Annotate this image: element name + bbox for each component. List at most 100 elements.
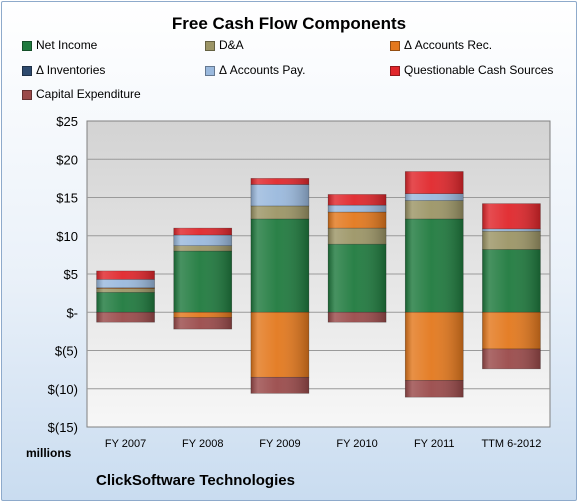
bar-shading <box>250 312 309 378</box>
y-tick-label: $25 <box>56 114 78 129</box>
bar-shading <box>250 184 309 206</box>
bar-shading <box>328 312 387 323</box>
legend-item-delta-accounts-rec: Δ Accounts Rec. <box>390 38 492 52</box>
x-tick-label: FY 2011 <box>414 438 455 450</box>
y-tick-label: $20 <box>56 152 78 167</box>
legend-label: Δ Inventories <box>36 63 106 77</box>
bar-shading <box>250 205 309 219</box>
x-tick-label: FY 2007 <box>105 438 146 450</box>
bar-questionable-cash-sources-ttm-6-2012 <box>482 203 541 230</box>
legend-label: Δ Accounts Rec. <box>404 38 493 52</box>
bar-questionable-cash-sources-fy-2011 <box>404 171 464 194</box>
bar-capital-expenditure-ttm-6-2012 <box>482 348 541 370</box>
legend-swatch <box>390 65 400 76</box>
legend-item-questionable-cash-sources: Questionable Cash Sources <box>390 63 553 77</box>
bar-shading <box>405 200 464 219</box>
y-tick-label: $(5) <box>55 344 78 359</box>
x-tick-label: FY 2010 <box>336 438 377 450</box>
y-tick-label: $- <box>66 305 78 320</box>
legend-item-danda: D&A <box>205 38 244 52</box>
bar-capital-expenditure-fy-2010 <box>327 311 387 323</box>
bar-capital-expenditure-fy-2011 <box>404 380 464 398</box>
bar-shading <box>173 312 232 318</box>
bar-capital-expenditure-fy-2007 <box>96 311 155 323</box>
bar-shading <box>96 270 155 280</box>
legend-label: Questionable Cash Sources <box>404 63 554 77</box>
bar-shading <box>173 228 232 235</box>
legend-item-delta-accounts-pay: Δ Accounts Pay. <box>205 63 306 77</box>
legend-label: Capital Expenditure <box>36 87 141 101</box>
bar-shading <box>328 194 387 206</box>
legend-item-net-income: Net Income <box>22 38 97 52</box>
bar-shading <box>173 317 232 330</box>
bar-shading <box>482 312 541 349</box>
bar-shading <box>405 193 464 201</box>
bar-shading <box>482 348 541 369</box>
bar-danda-fy-2007 <box>96 288 155 293</box>
x-tick-label: FY 2009 <box>259 438 300 450</box>
legend-swatch <box>390 40 400 51</box>
bar-shading <box>250 178 309 185</box>
bar-danda-ttm-6-2012 <box>482 230 541 250</box>
bar-delta-accounts-rec-fy-2010 <box>327 211 387 229</box>
bar-net-income-fy-2010 <box>327 243 387 313</box>
legend-label: D&A <box>219 38 244 52</box>
bar-delta-accounts-pay-fy-2007 <box>96 279 155 289</box>
legend-swatch <box>205 40 215 51</box>
bar-danda-fy-2008 <box>173 245 233 252</box>
bar-shading <box>482 228 541 232</box>
y-tick-label: $10 <box>56 229 78 244</box>
bar-shading <box>405 218 464 313</box>
bar-shading <box>328 244 387 313</box>
legend-item-capital-expenditure: Capital Expenditure <box>22 87 141 101</box>
bar-shading <box>96 292 155 313</box>
bar-net-income-fy-2011 <box>404 218 464 313</box>
bar-shading <box>250 218 309 313</box>
y-tick-label: $(15) <box>48 420 78 435</box>
bar-shading <box>482 203 541 229</box>
bar-net-income-fy-2008 <box>173 250 233 313</box>
bar-delta-accounts-pay-fy-2008 <box>173 234 233 246</box>
bar-shading <box>96 279 155 288</box>
legend-label: Δ Accounts Pay. <box>219 63 306 77</box>
bar-shading <box>405 380 464 398</box>
bar-danda-fy-2011 <box>404 200 464 220</box>
bar-shading <box>250 377 309 394</box>
bar-shading <box>405 312 464 381</box>
legend-swatch <box>22 40 32 51</box>
y-tick-label: $5 <box>64 267 78 282</box>
bar-questionable-cash-sources-fy-2010 <box>327 194 387 206</box>
bar-delta-accounts-rec-fy-2009 <box>250 311 310 378</box>
x-tick-label: FY 2008 <box>182 438 223 450</box>
bar-net-income-fy-2007 <box>96 292 155 313</box>
legend-label: Net Income <box>36 38 98 52</box>
bar-shading <box>482 231 541 250</box>
bar-shading <box>96 312 155 323</box>
bar-danda-fy-2009 <box>250 205 310 220</box>
bar-delta-accounts-pay-fy-2011 <box>404 193 464 201</box>
company-name: ClickSoftware Technologies <box>96 472 295 489</box>
legend-swatch <box>205 65 215 76</box>
bar-shading <box>328 212 387 229</box>
units-label: millions <box>26 446 72 460</box>
bar-shading <box>96 288 155 293</box>
bar-questionable-cash-sources-fy-2007 <box>96 270 155 280</box>
bar-delta-accounts-rec-ttm-6-2012 <box>482 311 541 350</box>
bar-delta-accounts-pay-ttm-6-2012 <box>482 228 541 232</box>
bar-shading <box>482 249 541 313</box>
bar-shading <box>405 171 464 194</box>
bar-delta-accounts-pay-fy-2010 <box>327 204 387 213</box>
bar-shading <box>173 245 232 252</box>
bar-net-income-fy-2009 <box>250 218 310 313</box>
bar-shading <box>173 251 232 313</box>
bar-shading <box>173 234 232 246</box>
bar-questionable-cash-sources-fy-2009 <box>250 178 310 185</box>
x-tick-label: TTM 6-2012 <box>481 438 541 450</box>
bar-shading <box>96 287 155 289</box>
legend-swatch <box>22 65 32 76</box>
bar-delta-accounts-rec-fy-2011 <box>404 311 464 381</box>
bar-shading <box>328 228 387 245</box>
bar-net-income-ttm-6-2012 <box>482 249 541 313</box>
chart-title: Free Cash Flow Components <box>171 14 407 33</box>
